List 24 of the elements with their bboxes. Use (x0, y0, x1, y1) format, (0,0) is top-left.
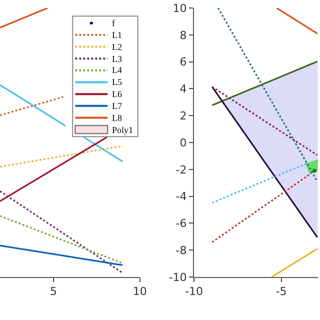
y-tick-label: 10 (172, 2, 187, 15)
y-tick-label: 4 (180, 82, 187, 96)
legend-label: L4 (112, 65, 122, 75)
legend-label: L7 (112, 101, 122, 111)
legend-label: f (112, 18, 115, 28)
legend-label: L3 (112, 54, 122, 64)
legend-label: L2 (112, 42, 122, 52)
legend-label: L1 (112, 30, 122, 40)
x-tick-label: 5 (50, 285, 58, 298)
legend-label: Poly1 (112, 125, 134, 135)
y-tick-label: -4 (176, 190, 187, 204)
y-tick-label: 2 (180, 109, 187, 122)
y-tick-label: -10 (168, 270, 187, 284)
legend-label: L5 (112, 77, 122, 87)
y-tick-label: -6 (176, 217, 187, 230)
y-tick-label: -2 (176, 163, 187, 176)
legend-label: L6 (112, 89, 122, 99)
legend-label: L8 (112, 113, 122, 123)
x-tick-label: -5 (276, 285, 287, 298)
y-tick-label: 8 (180, 28, 187, 42)
y-tick-label: 6 (180, 56, 187, 69)
y-tick-label: 0 (180, 136, 187, 150)
x-tick-label: 10 (132, 285, 147, 298)
y-tick-label: -8 (176, 244, 187, 257)
